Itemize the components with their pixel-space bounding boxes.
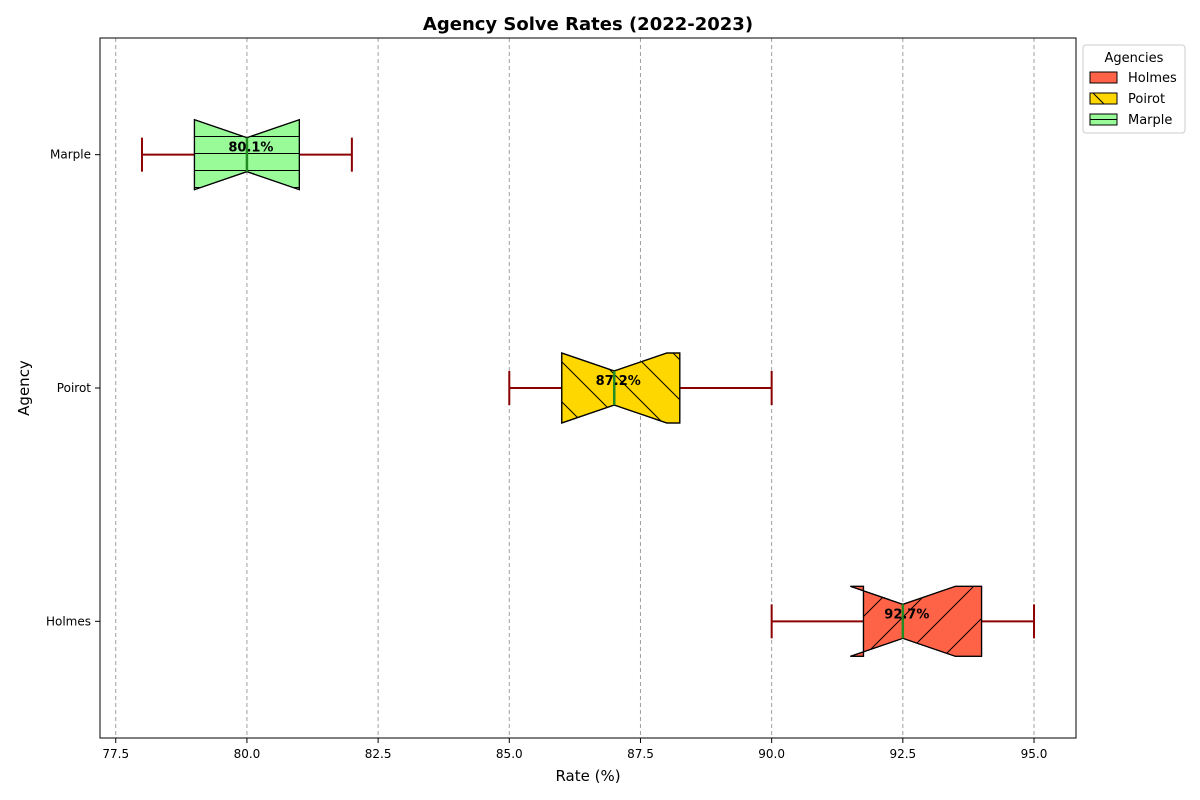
box-poirot: 87.2% xyxy=(508,352,773,424)
boxes: 92.7% 87.2% 80.1% xyxy=(140,118,1036,657)
x-tick-label: 80.0 xyxy=(234,747,261,761)
box-marple: 80.1% xyxy=(140,118,353,191)
x-tick-label: 95.0 xyxy=(1021,747,1048,761)
legend-swatch-hatch xyxy=(1089,71,1118,84)
y-axis-label: Agency xyxy=(15,360,33,416)
x-tick-label: 82.5 xyxy=(365,747,392,761)
y-tick-label: Marple xyxy=(50,148,91,162)
x-axis-label: Rate (%) xyxy=(555,767,620,785)
box-hatch xyxy=(850,585,983,657)
legend-label: Holmes xyxy=(1128,71,1177,86)
chart-title: Agency Solve Rates (2022-2023) xyxy=(423,14,753,35)
x-tick-label: 87.5 xyxy=(627,747,654,761)
y-tick-label: Holmes xyxy=(46,614,91,628)
x-tick-label: 85.0 xyxy=(496,747,523,761)
x-tick-label: 77.5 xyxy=(102,747,129,761)
x-ticks: 77.5 80.0 82.5 85.0 87.5 90.0 92.5 95.0 xyxy=(102,738,1047,761)
x-tick-label: 90.0 xyxy=(758,747,785,761)
legend-label: Poirot xyxy=(1128,92,1165,107)
legend-items: Holmes Poirot Marple xyxy=(1089,71,1177,128)
legend-item-poirot: Poirot xyxy=(1089,92,1165,107)
legend-title: Agencies xyxy=(1105,51,1164,66)
legend-swatch-hatch xyxy=(1089,113,1118,126)
median-label: 87.2% xyxy=(596,374,641,389)
legend-item-marple: Marple xyxy=(1089,113,1172,128)
median-label: 80.1% xyxy=(228,141,273,156)
legend: Agencies Holmes Poirot Marple xyxy=(1082,44,1186,134)
legend-frame xyxy=(1082,44,1186,134)
median-label: 92.7% xyxy=(884,607,929,622)
y-ticks: Holmes Poirot Marple xyxy=(46,148,100,628)
legend-item-holmes: Holmes xyxy=(1089,71,1177,86)
legend-label: Marple xyxy=(1128,113,1172,128)
box-holmes: 92.7% xyxy=(770,585,1036,657)
legend-swatch-hatch xyxy=(1089,92,1118,105)
x-tick-label: 92.5 xyxy=(889,747,916,761)
box-hatch xyxy=(561,352,681,424)
y-tick-label: Poirot xyxy=(57,381,91,395)
